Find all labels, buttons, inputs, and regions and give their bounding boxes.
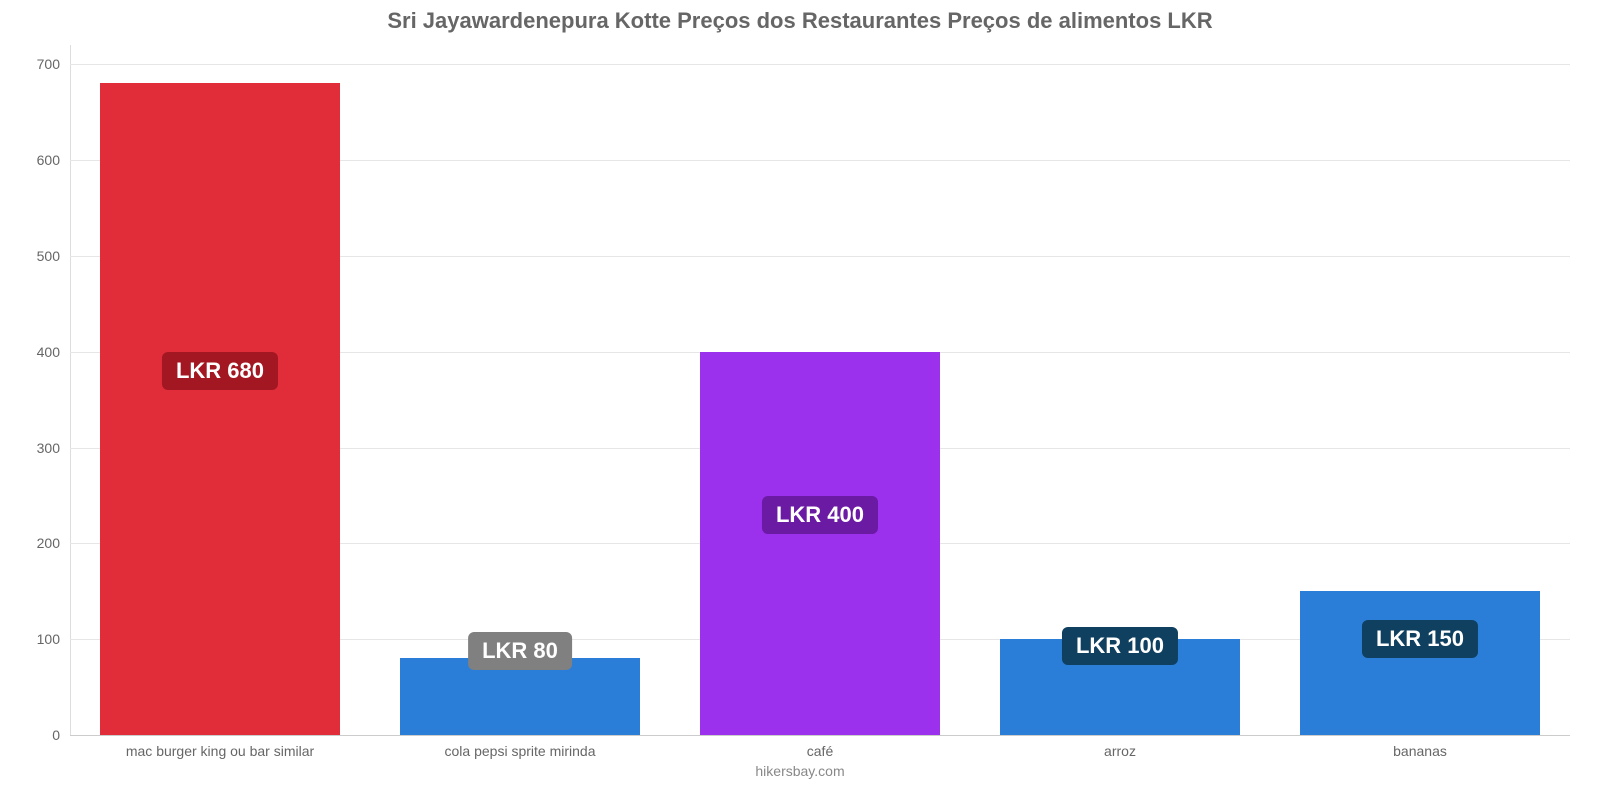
x-tick-label: arroz	[1104, 743, 1136, 759]
y-tick-label: 200	[10, 535, 60, 551]
bar	[1300, 591, 1540, 735]
gridline	[70, 64, 1570, 65]
bar	[700, 352, 940, 735]
x-tick-label: mac burger king ou bar similar	[126, 743, 314, 759]
y-tick-label: 100	[10, 631, 60, 647]
x-tick-label: bananas	[1393, 743, 1447, 759]
y-tick-label: 300	[10, 440, 60, 456]
bar	[100, 83, 340, 735]
bar-value-label: LKR 400	[762, 496, 878, 534]
chart-footer: hikersbay.com	[0, 763, 1600, 779]
plot-left-border	[70, 45, 71, 735]
plot-area: 0100200300400500600700LKR 680mac burger …	[70, 45, 1570, 735]
bar-value-label: LKR 80	[468, 632, 572, 670]
y-tick-label: 400	[10, 344, 60, 360]
bar-value-label: LKR 680	[162, 352, 278, 390]
y-tick-label: 0	[10, 727, 60, 743]
x-tick-label: café	[807, 743, 833, 759]
chart-title: Sri Jayawardenepura Kotte Preços dos Res…	[0, 8, 1600, 34]
gridline	[70, 735, 1570, 736]
y-tick-label: 500	[10, 248, 60, 264]
chart-container: Sri Jayawardenepura Kotte Preços dos Res…	[0, 0, 1600, 800]
y-tick-label: 700	[10, 56, 60, 72]
y-tick-label: 600	[10, 152, 60, 168]
bar-value-label: LKR 100	[1062, 627, 1178, 665]
bar	[400, 658, 640, 735]
x-tick-label: cola pepsi sprite mirinda	[445, 743, 596, 759]
bar-value-label: LKR 150	[1362, 620, 1478, 658]
